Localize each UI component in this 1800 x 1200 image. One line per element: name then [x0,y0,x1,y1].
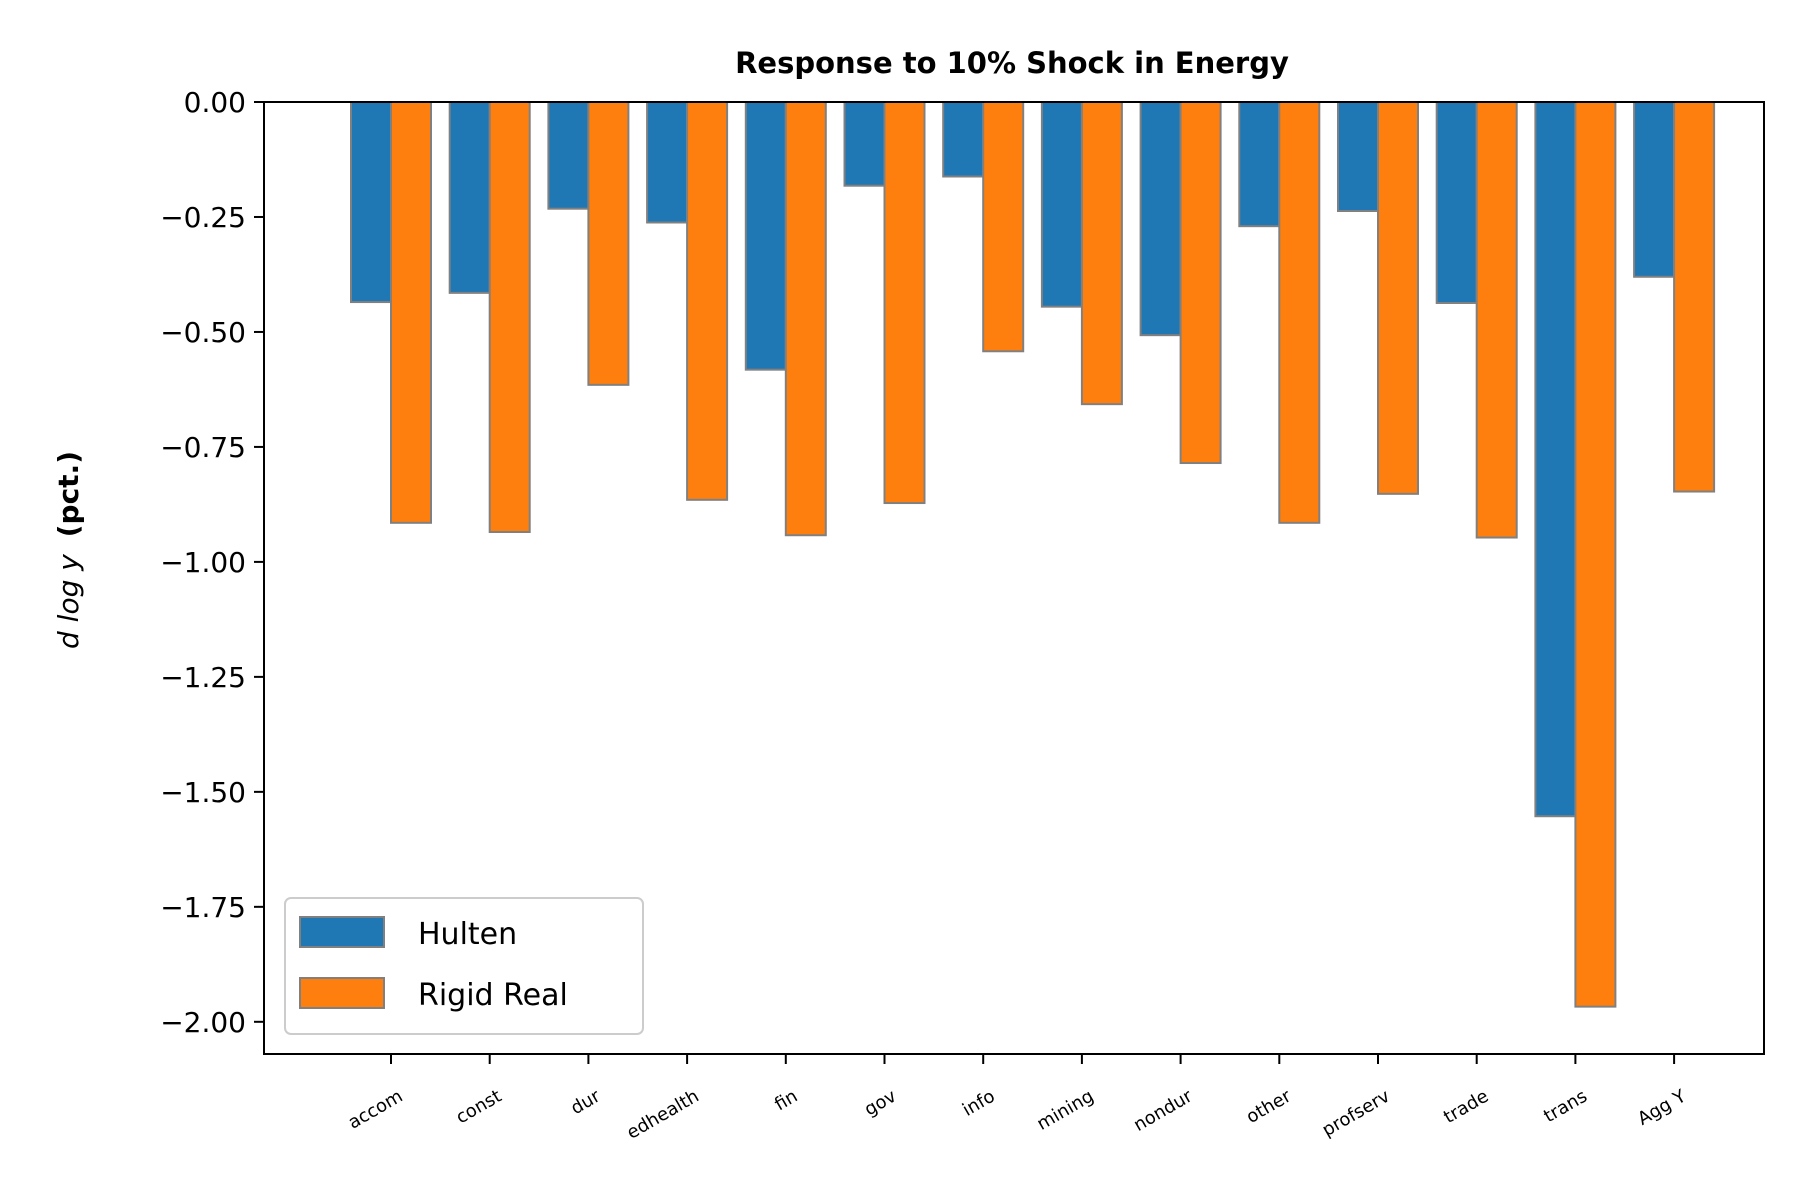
x-tick-label: trans [1540,1086,1591,1127]
bar-hulten-mining [1040,101,1083,308]
legend: Hulten Rigid Real [284,897,644,1035]
bar-hulten-other [1238,101,1281,228]
x-tick-label: profserv [1319,1086,1394,1142]
x-tick-label: accom [345,1086,407,1134]
x-axis-ticks: accom const dur edhealth fin gov info mining non… [345,1054,1690,1144]
svg-text:d log y (pct.): d log y (pct.) [52,451,85,649]
y-tick-label: 0.00 [184,86,246,119]
x-tick-label: trade [1440,1086,1492,1128]
bar-rigid-real-nondur [1179,101,1222,465]
y-axis-ticks: 0.00 −0.25 −0.50 −0.75 −1.00 −1.25 −1.50 −1.75 −… [160,86,264,1039]
x-tick-label: other [1243,1085,1296,1127]
bar-hulten-const [448,101,491,294]
y-tick-label: −2.00 [160,1006,246,1039]
plot-area-frame [263,101,1765,1055]
y-tick-label: −1.25 [160,661,246,694]
bar-hulten-fin [744,101,787,371]
bar-rigid-real-info [982,101,1025,353]
x-tick-label: fin [771,1086,801,1116]
x-tick-label: gov [861,1086,900,1121]
x-tick-label: info [959,1086,999,1121]
bar-rigid-real-gov [883,101,926,505]
bars-group [350,101,1716,1008]
legend-swatch-hulten [299,916,385,948]
bar-rigid-real-mining [1080,101,1123,406]
x-tick-label: dur [567,1085,604,1119]
x-tick-label: edhealth [623,1086,702,1144]
bar-hulten-info [942,101,985,178]
bar-rigid-real-trans [1574,101,1617,1008]
bar-rigid-real-accom [390,101,432,524]
bar-hulten-dur [547,101,590,210]
bar-rigid-real-dur [587,101,630,386]
x-tick-label: const [452,1086,505,1129]
legend-swatch-rigid-real [299,977,385,1009]
bar-hulten-trade [1435,101,1478,304]
bar-rigid-real-trade [1475,101,1518,539]
bar-hulten-nondur [1139,101,1182,337]
bar-hulten-gov [843,101,886,187]
x-tick-label: Agg Y [1634,1085,1690,1130]
y-tick-label: −1.00 [160,546,246,579]
x-tick-label: mining [1033,1086,1097,1135]
y-tick-label: −0.75 [160,431,246,464]
bar-hulten-accom [350,101,392,304]
bar-hulten-agg-y [1633,101,1676,278]
legend-label-hulten: Hulten [418,917,517,952]
bar-rigid-real-other [1278,101,1321,524]
bar-hulten-profserv [1337,101,1379,212]
bar-hulten-trans [1534,101,1577,818]
bar-rigid-real-fin [784,101,827,537]
y-axis-label: d log y (pct.) [52,451,85,649]
bar-rigid-real-edhealth [686,101,729,501]
y-axis-label-unit: (pct.) [52,451,85,537]
bar-hulten-edhealth [646,101,689,224]
y-axis-label-math: d log y [52,554,85,649]
y-tick-label: −0.25 [160,201,246,234]
x-tick-label: nondur [1130,1085,1196,1136]
bar-rigid-real-profserv [1377,101,1419,495]
y-tick-label: −0.50 [160,316,246,349]
y-tick-label: −1.75 [160,891,246,924]
chart-title: Response to 10% Shock in Energy [735,46,1289,80]
bar-rigid-real-const [488,101,531,534]
y-tick-label: −1.50 [160,776,246,809]
bar-rigid-real-agg-y [1673,101,1716,493]
legend-label-rigid-real: Rigid Real [418,978,568,1013]
